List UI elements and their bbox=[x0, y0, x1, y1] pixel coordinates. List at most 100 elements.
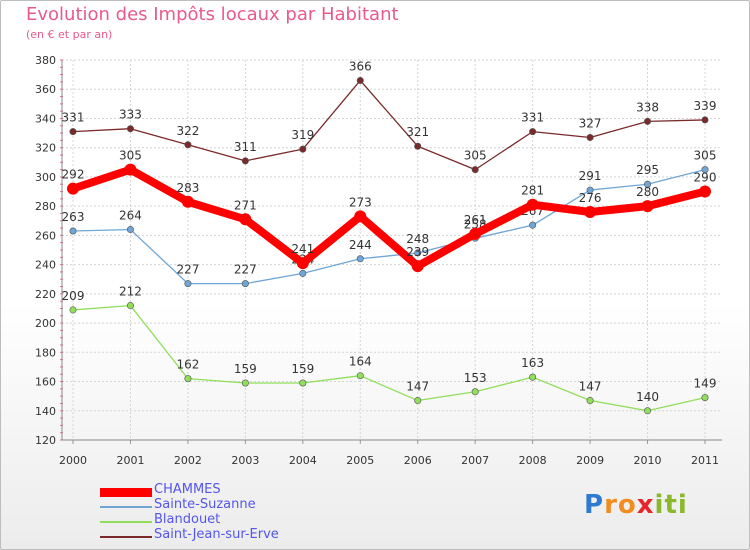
data-label: 276 bbox=[579, 191, 602, 205]
data-point bbox=[299, 379, 307, 387]
data-label: 331 bbox=[521, 111, 544, 125]
logo-letter: t bbox=[664, 490, 678, 520]
data-point bbox=[69, 306, 77, 314]
data-label: 280 bbox=[636, 185, 659, 199]
data-label: 338 bbox=[636, 100, 659, 114]
data-point bbox=[529, 128, 537, 136]
logo-letter: r bbox=[604, 490, 618, 520]
data-point bbox=[701, 166, 709, 174]
data-label: 311 bbox=[234, 140, 257, 154]
logo-letter: P bbox=[584, 490, 605, 520]
legend-swatch bbox=[100, 487, 152, 497]
data-label: 321 bbox=[406, 125, 429, 139]
legend-label: Sainte-Suzanne bbox=[154, 497, 256, 512]
x-tick-label: 2011 bbox=[691, 454, 719, 467]
data-point bbox=[529, 221, 537, 229]
data-label: 261 bbox=[464, 213, 487, 227]
series-line bbox=[72, 168, 706, 285]
data-point bbox=[241, 280, 249, 288]
data-point bbox=[241, 157, 249, 165]
data-label: 227 bbox=[176, 263, 199, 277]
y-tick-label: 360 bbox=[35, 83, 56, 96]
data-point bbox=[586, 133, 594, 141]
data-point bbox=[241, 379, 249, 387]
data-point bbox=[641, 200, 654, 213]
y-tick-label: 380 bbox=[35, 54, 56, 67]
data-label: 162 bbox=[176, 358, 199, 372]
data-label: 331 bbox=[62, 111, 85, 125]
data-label: 305 bbox=[694, 149, 717, 163]
series-chammes: 292 305 283 271 241 273 239 261 281 276 280 290 bbox=[62, 149, 717, 273]
series-line bbox=[72, 79, 706, 171]
x-tick-label: 2000 bbox=[59, 454, 87, 467]
data-label: 212 bbox=[119, 285, 142, 299]
data-label: 273 bbox=[349, 195, 372, 209]
data-label: 327 bbox=[579, 116, 602, 130]
data-label: 339 bbox=[694, 99, 717, 113]
data-label: 241 bbox=[291, 242, 314, 256]
y-tick-label: 160 bbox=[35, 376, 56, 389]
data-point bbox=[584, 206, 597, 218]
data-label: 140 bbox=[636, 390, 659, 404]
data-label: 305 bbox=[464, 149, 487, 163]
data-point bbox=[239, 213, 252, 226]
y-tick-label: 340 bbox=[35, 112, 56, 125]
chart-title: Evolution des Impôts locaux par Habitant bbox=[26, 4, 399, 25]
y-tick-label: 320 bbox=[35, 142, 56, 155]
data-label: 227 bbox=[234, 263, 257, 277]
data-point bbox=[701, 116, 709, 124]
chart-subtitle: (en € et par an) bbox=[26, 28, 113, 41]
x-tick-label: 2003 bbox=[231, 454, 259, 467]
data-label: 164 bbox=[349, 355, 372, 369]
data-point bbox=[299, 145, 307, 153]
data-point bbox=[67, 182, 79, 195]
data-point bbox=[124, 163, 137, 176]
data-label: 149 bbox=[694, 377, 717, 391]
data-point bbox=[181, 195, 194, 208]
data-point bbox=[126, 302, 134, 310]
data-point bbox=[414, 142, 422, 150]
data-label: 281 bbox=[521, 184, 544, 198]
data-label: 319 bbox=[291, 128, 314, 142]
line-chart: 120 140 160 180 200 220 240 260 280 300 320 340 360 3… bbox=[35, 54, 722, 467]
data-label: 147 bbox=[406, 380, 429, 394]
y-tick-label: 280 bbox=[35, 200, 56, 213]
data-point bbox=[356, 372, 364, 380]
data-point bbox=[69, 227, 77, 235]
data-label: 283 bbox=[176, 181, 199, 195]
data-label: 239 bbox=[406, 245, 429, 259]
data-label: 147 bbox=[579, 380, 602, 394]
x-tick-label: 2005 bbox=[346, 454, 374, 467]
legend-label: Blandouet bbox=[154, 512, 221, 527]
x-tick-label: 2010 bbox=[634, 454, 662, 467]
legend-swatch bbox=[100, 536, 152, 538]
data-point bbox=[356, 255, 364, 263]
data-label: 209 bbox=[62, 289, 85, 303]
data-point bbox=[529, 373, 537, 381]
x-tick-label: 2009 bbox=[576, 454, 604, 467]
data-point bbox=[414, 397, 422, 405]
y-tick-label: 120 bbox=[35, 434, 56, 447]
series-blandouet: 209 212 162 159 159 164 147 153 163 147 140 149 bbox=[62, 285, 717, 415]
data-point bbox=[414, 249, 422, 257]
data-label: 244 bbox=[349, 238, 372, 252]
data-label: 264 bbox=[119, 209, 142, 223]
data-point bbox=[299, 269, 307, 277]
data-point bbox=[469, 227, 482, 240]
proxiti-logo: Proxiti bbox=[584, 490, 688, 520]
data-label: 263 bbox=[62, 210, 85, 224]
data-label: 290 bbox=[694, 171, 717, 185]
data-point bbox=[296, 257, 309, 270]
data-label: 366 bbox=[349, 59, 372, 73]
data-label: 333 bbox=[119, 108, 142, 122]
y-tick-label: 200 bbox=[35, 317, 56, 330]
x-tick-label: 2007 bbox=[461, 454, 489, 467]
logo-letter: o bbox=[617, 490, 637, 520]
y-tick-label: 180 bbox=[35, 346, 56, 359]
data-point bbox=[356, 76, 364, 84]
data-point bbox=[644, 180, 652, 188]
data-point bbox=[69, 128, 77, 136]
data-label: 248 bbox=[406, 232, 429, 246]
legend-label: CHAMMES bbox=[154, 482, 221, 497]
